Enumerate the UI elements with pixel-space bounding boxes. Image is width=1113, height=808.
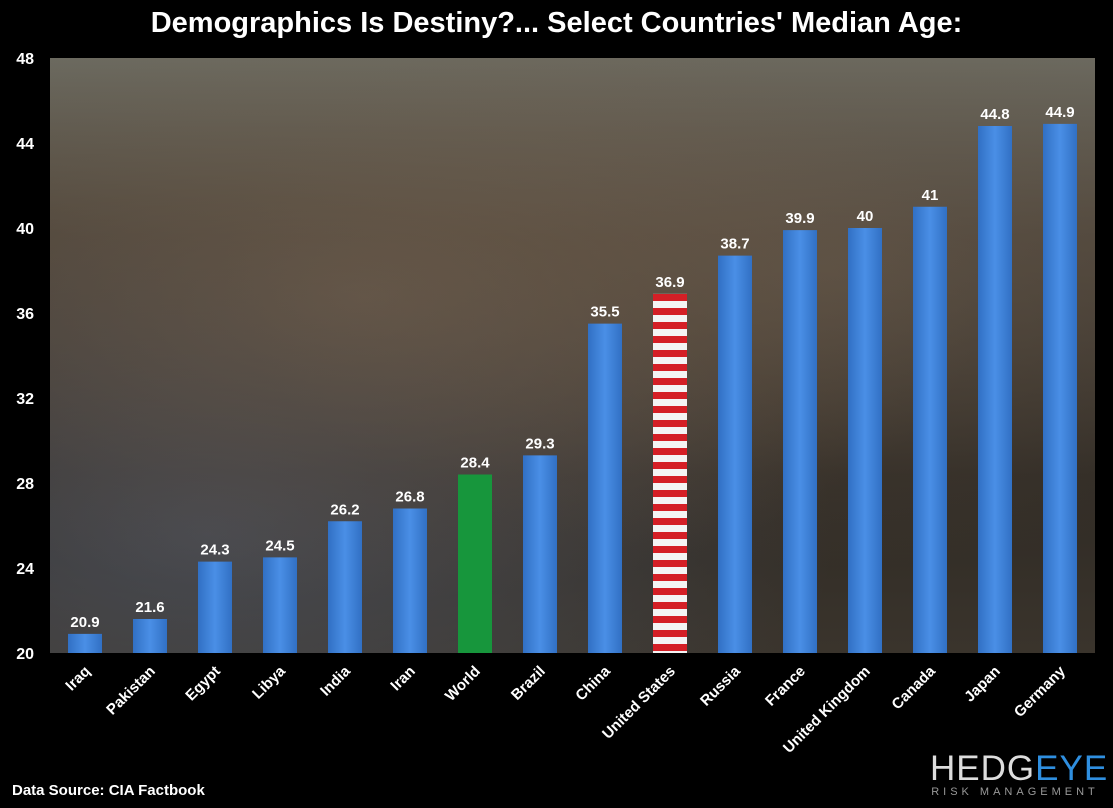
x-tick-label: Egypt — [182, 663, 223, 704]
x-tick-label: Russia — [697, 662, 744, 709]
bar-united-kingdom — [848, 228, 882, 653]
x-tick-label: Pakistan — [103, 663, 159, 719]
data-label: 24.5 — [265, 537, 294, 554]
logo-subtitle: RISK MANAGEMENT — [931, 786, 1099, 798]
x-tick-label: India — [317, 662, 354, 699]
data-label: 44.9 — [1045, 104, 1074, 121]
data-label: 28.4 — [460, 455, 490, 472]
x-tick-label: Iran — [387, 663, 418, 694]
bar-libya — [263, 557, 297, 653]
y-tick-label: 32 — [16, 391, 34, 408]
data-label: 24.3 — [200, 542, 229, 559]
logo-text-accent: EYE — [1035, 749, 1109, 788]
x-tick-label: Iraq — [62, 663, 93, 694]
x-tick-label: Brazil — [508, 663, 549, 704]
data-label: 29.3 — [525, 435, 554, 452]
x-tick-label: Japan — [961, 663, 1004, 706]
data-label: 26.2 — [330, 501, 359, 518]
x-tick-label: France — [762, 663, 809, 710]
y-tick-label: 24 — [16, 561, 34, 578]
x-tick-label: World — [442, 663, 484, 705]
bar-world — [458, 474, 492, 653]
bar-pakistan — [133, 619, 167, 653]
bar-canada — [913, 206, 947, 653]
bar-china — [588, 323, 622, 653]
bar-japan — [978, 126, 1012, 653]
data-label: 41 — [922, 187, 939, 204]
y-tick-label: 40 — [16, 221, 34, 238]
data-label: 44.8 — [980, 106, 1009, 123]
data-label: 36.9 — [655, 274, 684, 291]
x-tick-label: Canada — [888, 662, 939, 713]
data-label: 35.5 — [590, 304, 619, 321]
x-tick-label: Libya — [249, 662, 289, 702]
logo-text: HEDG — [930, 749, 1036, 788]
data-source: Data Source: CIA Factbook — [12, 782, 205, 799]
data-label: 38.7 — [720, 236, 749, 253]
y-tick-label: 28 — [16, 476, 34, 493]
data-label: 26.8 — [395, 489, 424, 506]
bar-united-states — [653, 293, 687, 653]
bar-france — [783, 230, 817, 653]
hedgeye-logo: HEDGEYE RISK MANAGEMENT — [930, 749, 1107, 798]
data-label: 39.9 — [785, 210, 814, 227]
y-tick-label: 36 — [16, 306, 34, 323]
data-label: 21.6 — [135, 599, 164, 616]
x-tick-label: Germany — [1011, 662, 1069, 720]
bar-iraq — [68, 633, 102, 653]
x-tick-label: China — [572, 662, 614, 704]
bar-germany — [1043, 123, 1077, 653]
bar-russia — [718, 255, 752, 653]
y-tick-label: 44 — [16, 136, 34, 153]
bar-egypt — [198, 561, 232, 653]
bar-brazil — [523, 455, 557, 653]
y-tick-label: 48 — [16, 51, 34, 68]
chart-title: Demographics Is Destiny?... Select Count… — [0, 0, 1113, 48]
data-label: 40 — [857, 208, 874, 225]
bar-iran — [393, 508, 427, 653]
data-label: 20.9 — [70, 614, 99, 631]
bar-india — [328, 521, 362, 653]
y-tick-label: 20 — [16, 646, 34, 663]
